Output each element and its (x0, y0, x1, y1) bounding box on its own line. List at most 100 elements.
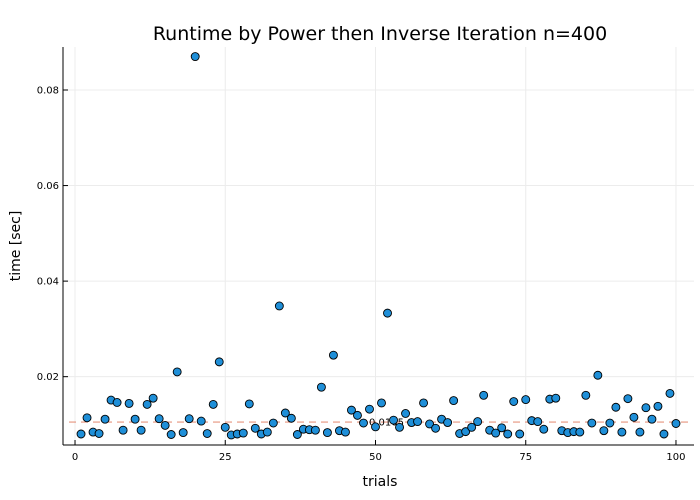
data-point (581, 390, 591, 400)
data-point (142, 399, 152, 409)
data-point (316, 382, 326, 392)
y-axis-label: time [sec] (8, 211, 24, 282)
data-point (515, 429, 525, 439)
data-point (238, 428, 248, 438)
y-tick-label: 0.02 (37, 372, 59, 383)
data-point (659, 429, 669, 439)
data-point (497, 423, 507, 433)
data-point (575, 427, 585, 437)
data-point (665, 388, 675, 398)
data-point (467, 422, 477, 432)
data-point (148, 393, 158, 403)
data-point (202, 429, 212, 438)
data-point (629, 412, 639, 422)
data-point (292, 430, 302, 439)
data-point (136, 425, 146, 435)
data-point (431, 423, 441, 433)
data-point (389, 415, 398, 425)
data-point (647, 414, 657, 424)
data-point (310, 425, 320, 435)
data-point (196, 416, 206, 426)
data-point (220, 422, 230, 432)
chart-title: Runtime by Power then Inverse Iteration … (153, 23, 607, 45)
data-point (593, 370, 603, 380)
data-point (479, 390, 489, 400)
data-point (268, 418, 278, 428)
data-point (154, 414, 164, 424)
y-tick-label: 0.06 (37, 181, 59, 192)
data-point (539, 424, 549, 434)
data-point (599, 426, 609, 436)
data-point (172, 367, 182, 377)
data-point (383, 308, 392, 318)
data-point (521, 395, 531, 405)
data-point (118, 425, 128, 435)
grid-lines (63, 47, 694, 445)
data-point (244, 399, 254, 409)
data-point (359, 418, 368, 428)
data-point (94, 429, 104, 438)
data-point (443, 418, 453, 427)
data-point (214, 357, 224, 367)
data-point (76, 429, 86, 439)
data-point (208, 399, 218, 409)
data-point (250, 423, 260, 433)
x-tick-label: 0 (72, 452, 78, 463)
data-point (178, 428, 188, 438)
data-point (461, 427, 471, 437)
data-point (617, 427, 627, 437)
data-point (371, 422, 380, 432)
data-point (623, 394, 633, 404)
data-point (641, 403, 651, 413)
data-point (353, 410, 362, 420)
data-point (509, 397, 519, 406)
data-point (587, 418, 597, 428)
data-point (533, 417, 543, 427)
data-point (100, 414, 110, 424)
data-point (347, 405, 356, 415)
data-point (653, 401, 663, 411)
x-tick-label: 50 (369, 452, 382, 463)
data-point (377, 398, 386, 408)
y-tick-label: 0.08 (37, 86, 59, 97)
axes: 0 25 50 75 100 0.02 0.04 0.06 0.08 (37, 47, 694, 463)
data-point (401, 409, 410, 418)
data-point (322, 428, 332, 438)
data-point (503, 429, 513, 439)
data-point (166, 430, 176, 439)
reference-line-label: 0.0105 (369, 418, 404, 429)
data-points (76, 52, 681, 440)
x-axis-label: trials (363, 474, 398, 490)
data-point (130, 414, 140, 424)
data-point (365, 404, 374, 414)
data-point (112, 398, 122, 407)
data-point (605, 418, 615, 428)
data-point (274, 301, 284, 311)
data-point (160, 420, 170, 430)
data-point (262, 427, 272, 437)
data-point (286, 413, 296, 423)
data-point (328, 350, 338, 360)
data-point (425, 419, 435, 429)
data-point (413, 417, 423, 427)
data-point (611, 402, 621, 412)
data-point (395, 422, 404, 432)
x-tick-label: 75 (519, 452, 532, 463)
data-point (449, 396, 459, 406)
x-tick-label: 25 (219, 452, 232, 463)
data-point (635, 427, 645, 437)
data-point (184, 414, 194, 424)
data-point (280, 408, 290, 418)
data-point (551, 393, 561, 403)
x-tick-label: 100 (666, 452, 685, 463)
data-point (124, 398, 134, 408)
data-point (340, 427, 350, 437)
data-point (82, 413, 92, 423)
y-tick-label: 0.04 (37, 277, 59, 288)
data-point (190, 52, 200, 62)
data-point (671, 419, 681, 428)
data-point (419, 398, 429, 408)
data-point (473, 417, 483, 427)
data-point (491, 428, 501, 438)
